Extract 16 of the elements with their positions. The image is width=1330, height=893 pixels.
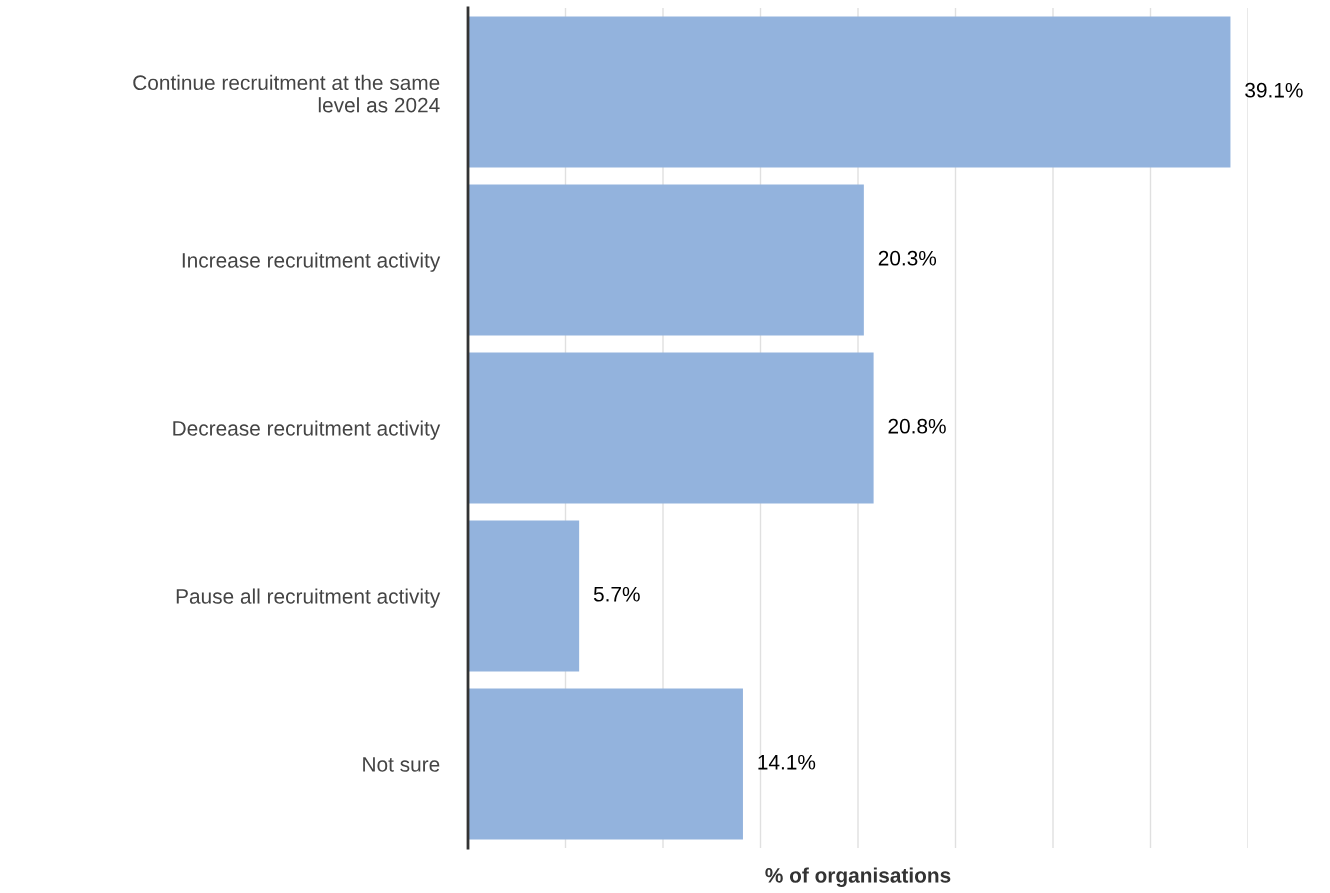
bar xyxy=(468,520,580,672)
data-label: 5.7% xyxy=(593,586,640,602)
bar xyxy=(468,352,874,504)
data-label: 39.1% xyxy=(1245,82,1303,98)
y-tick-label: Pause all recruitment activity xyxy=(176,588,441,608)
y-tick-label: Not sure xyxy=(363,757,440,772)
x-axis-title: % of organisations xyxy=(765,867,951,887)
y-tick-label: Increase recruitment activity xyxy=(182,252,441,272)
data-label: 20.8% xyxy=(888,418,946,434)
bar xyxy=(468,688,743,840)
y-tick-label: Continue recruitment at the same level as 2024 xyxy=(133,74,440,113)
y-tick-label: Decrease recruitment activity xyxy=(173,420,441,440)
data-label: 14.1% xyxy=(758,754,816,770)
data-label: 20.3% xyxy=(878,250,937,266)
bar xyxy=(468,16,1231,168)
bar xyxy=(468,184,864,336)
